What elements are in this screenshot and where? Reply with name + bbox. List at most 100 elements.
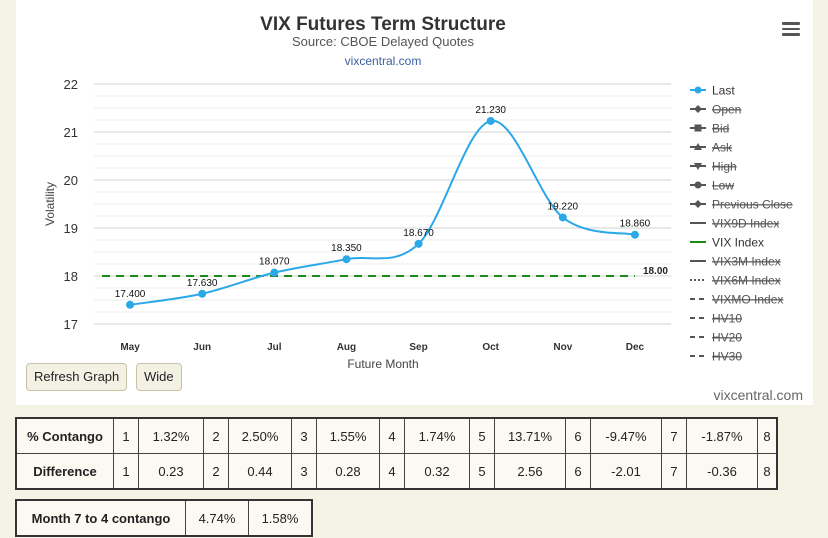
table-cell: 13.71% <box>494 417 566 454</box>
legend-item[interactable]: Last <box>712 84 735 98</box>
x-axis-label: Future Month <box>347 357 418 371</box>
y-tick-label: 22 <box>64 77 78 92</box>
table-cell: 2.56 <box>494 453 566 490</box>
chart-link: vixcentral.com <box>345 54 422 68</box>
table-cell: 2 <box>203 417 229 454</box>
contango-table: % Contango 1 1.32% 2 2.50% 3 1.55% 4 1.7… <box>15 417 778 490</box>
table-cell: 4 <box>379 453 405 490</box>
table-cell: 7 <box>661 453 687 490</box>
table-cell: 6 <box>565 417 591 454</box>
table-cell: 4 <box>379 417 405 454</box>
vix-index-label: 18.00 <box>643 266 668 277</box>
chart-credit: vixcentral.com <box>713 387 803 403</box>
legend-marker <box>694 181 702 189</box>
table-cell: 1.58% <box>248 499 313 537</box>
data-point <box>558 213 567 222</box>
legend-marker <box>694 124 702 132</box>
table-cell: 5 <box>469 417 495 454</box>
legend-item[interactable]: HV10 <box>712 312 742 326</box>
y-axis-label: Volatility <box>43 182 57 226</box>
data-point <box>414 239 423 248</box>
chart-title: VIX Futures Term Structure <box>260 14 506 35</box>
y-tick-label: 21 <box>64 125 78 140</box>
data-label: 21.230 <box>475 105 506 116</box>
table-cell: 6 <box>565 453 591 490</box>
table-cell: -2.01 <box>590 453 662 490</box>
x-tick-label: Aug <box>337 342 356 353</box>
legend-item[interactable]: HV30 <box>712 350 742 364</box>
legend-item[interactable]: HV20 <box>712 331 742 345</box>
table-cell: 1.74% <box>404 417 470 454</box>
table-cell: -1.87% <box>686 417 758 454</box>
data-point <box>270 268 279 277</box>
table-cell: -9.47% <box>590 417 662 454</box>
menu-icon[interactable] <box>782 22 800 36</box>
legend-marker <box>694 105 702 113</box>
data-label: 18.350 <box>331 243 362 254</box>
data-point <box>126 300 135 309</box>
data-point <box>630 230 639 239</box>
data-label: 18.860 <box>620 219 651 230</box>
chart-panel: VIX Futures Term Structure Source: CBOE D… <box>16 0 813 405</box>
legend-item[interactable]: Open <box>712 103 741 117</box>
row-label: Difference <box>15 453 114 490</box>
x-tick-label: May <box>120 342 140 353</box>
x-tick-label: Nov <box>553 342 572 353</box>
data-point <box>486 116 495 125</box>
wide-button[interactable]: Wide <box>136 363 182 391</box>
table-cell: 2.50% <box>228 417 292 454</box>
data-point <box>342 255 351 264</box>
x-tick-label: Oct <box>482 342 499 353</box>
data-label: 18.070 <box>259 257 290 268</box>
x-tick-label: Sep <box>409 342 427 353</box>
legend-item[interactable]: VIX3M Index <box>712 255 781 269</box>
table-row: Difference 1 0.23 2 0.44 3 0.28 4 0.32 5… <box>15 453 778 490</box>
table-row: Month 7 to 4 contango 4.74% 1.58% <box>15 499 313 537</box>
table-cell: 3 <box>291 453 317 490</box>
y-tick-label: 18 <box>64 269 78 284</box>
legend-marker <box>694 86 702 94</box>
x-tick-label: Dec <box>626 342 645 353</box>
table-cell: 2 <box>203 453 229 490</box>
legend-item[interactable]: VIX Index <box>712 236 764 250</box>
table-cell: 8 <box>757 417 778 454</box>
table-cell: 0.28 <box>316 453 380 490</box>
table-cell: 1 <box>113 453 139 490</box>
legend-marker <box>694 200 702 208</box>
data-label: 19.220 <box>548 201 579 212</box>
x-tick-label: Jun <box>193 342 211 353</box>
x-tick-label: Jul <box>267 342 282 353</box>
table-cell: 1 <box>113 417 139 454</box>
table-cell: 1.55% <box>316 417 380 454</box>
y-tick-label: 17 <box>64 317 78 332</box>
data-point <box>198 289 207 298</box>
legend-item[interactable]: Previous Close <box>712 198 793 212</box>
legend-item[interactable]: Low <box>712 179 734 193</box>
table-cell: 0.32 <box>404 453 470 490</box>
row-label: Month 7 to 4 contango <box>15 499 186 537</box>
legend-marker <box>694 143 702 150</box>
table-cell: 5 <box>469 453 495 490</box>
legend-item[interactable]: VIX9D Index <box>712 217 779 231</box>
y-tick-label: 20 <box>64 173 78 188</box>
refresh-graph-button[interactable]: Refresh Graph <box>26 363 128 391</box>
row-label: % Contango <box>15 417 114 454</box>
legend-item[interactable]: VIXMO Index <box>712 293 783 307</box>
table-cell: 0.44 <box>228 453 292 490</box>
table-cell: 0.23 <box>138 453 204 490</box>
legend-item[interactable]: Ask <box>712 141 733 155</box>
table-cell: 4.74% <box>185 499 249 537</box>
legend-item[interactable]: Bid <box>712 122 729 136</box>
data-label: 17.400 <box>115 289 146 300</box>
data-label: 18.670 <box>403 228 434 239</box>
legend-item[interactable]: High <box>712 160 737 174</box>
data-label: 17.630 <box>187 278 218 289</box>
table-cell: 1.32% <box>138 417 204 454</box>
chart-subtitle: Source: CBOE Delayed Quotes <box>292 34 475 49</box>
table-cell: 7 <box>661 417 687 454</box>
table-row: % Contango 1 1.32% 2 2.50% 3 1.55% 4 1.7… <box>15 417 778 454</box>
legend-item[interactable]: VIX6M Index <box>712 274 781 288</box>
series-line-last <box>129 119 636 306</box>
table-cell: -0.36 <box>686 453 758 490</box>
